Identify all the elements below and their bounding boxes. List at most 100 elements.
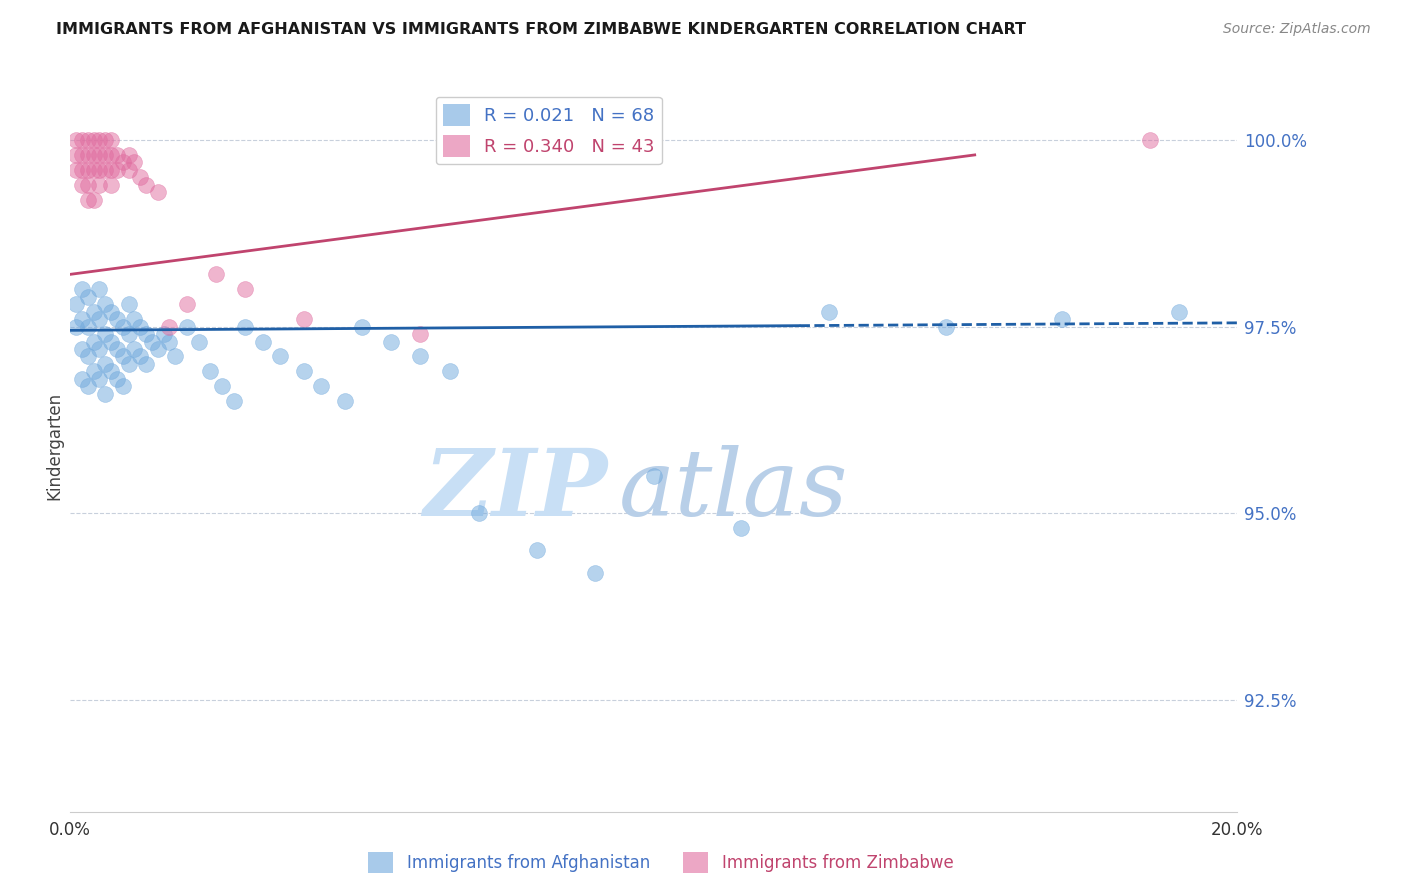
Point: [118, 326, 141, 341]
Point: [585, 566, 607, 580]
Point: [526, 543, 548, 558]
Point: [70, 178, 93, 192]
Point: [83, 162, 105, 177]
Point: [135, 326, 157, 341]
Point: [124, 155, 146, 169]
Point: [70, 372, 93, 386]
Point: [94, 326, 117, 341]
Point: [76, 319, 98, 334]
Point: [152, 326, 174, 341]
Y-axis label: Kindergarten: Kindergarten: [45, 392, 63, 500]
Point: [94, 133, 117, 147]
Point: [100, 178, 122, 192]
Point: [1139, 133, 1161, 147]
Point: [70, 312, 93, 326]
Point: [76, 148, 98, 162]
Point: [100, 148, 122, 162]
Point: [146, 342, 169, 356]
Point: [124, 312, 146, 326]
Point: [187, 334, 209, 349]
Legend: Immigrants from Afghanistan, Immigrants from Zimbabwe: Immigrants from Afghanistan, Immigrants …: [361, 846, 960, 880]
Point: [70, 162, 93, 177]
Point: [100, 162, 122, 177]
Point: [83, 334, 105, 349]
Point: [100, 364, 122, 378]
Text: IMMIGRANTS FROM AFGHANISTAN VS IMMIGRANTS FROM ZIMBABWE KINDERGARTEN CORRELATION: IMMIGRANTS FROM AFGHANISTAN VS IMMIGRANT…: [56, 22, 1026, 37]
Point: [65, 297, 87, 311]
Point: [65, 133, 87, 147]
Point: [105, 372, 128, 386]
Point: [83, 304, 105, 318]
Point: [292, 364, 315, 378]
Point: [89, 282, 111, 296]
Point: [89, 372, 111, 386]
Point: [83, 193, 105, 207]
Point: [135, 178, 157, 192]
Point: [269, 350, 291, 364]
Point: [211, 379, 233, 393]
Point: [76, 379, 98, 393]
Point: [89, 312, 111, 326]
Point: [176, 297, 198, 311]
Point: [94, 357, 117, 371]
Text: Source: ZipAtlas.com: Source: ZipAtlas.com: [1223, 22, 1371, 37]
Point: [70, 342, 93, 356]
Point: [83, 133, 105, 147]
Point: [94, 162, 117, 177]
Point: [176, 319, 198, 334]
Point: [100, 304, 122, 318]
Point: [468, 506, 491, 520]
Point: [409, 350, 432, 364]
Point: [76, 193, 98, 207]
Point: [76, 133, 98, 147]
Point: [83, 364, 105, 378]
Point: [105, 148, 128, 162]
Point: [818, 304, 841, 318]
Point: [89, 342, 111, 356]
Point: [235, 319, 257, 334]
Point: [200, 364, 222, 378]
Point: [76, 162, 98, 177]
Point: [111, 379, 134, 393]
Point: [94, 297, 117, 311]
Point: [76, 290, 98, 304]
Point: [222, 394, 245, 409]
Point: [118, 297, 141, 311]
Point: [159, 334, 181, 349]
Point: [105, 162, 128, 177]
Point: [135, 357, 157, 371]
Legend: R = 0.021   N = 68, R = 0.340   N = 43: R = 0.021 N = 68, R = 0.340 N = 43: [436, 96, 662, 164]
Point: [292, 312, 315, 326]
Point: [65, 148, 87, 162]
Point: [111, 155, 134, 169]
Point: [352, 319, 374, 334]
Point: [118, 148, 141, 162]
Point: [65, 319, 87, 334]
Text: atlas: atlas: [619, 445, 848, 535]
Point: [89, 162, 111, 177]
Point: [105, 342, 128, 356]
Point: [111, 350, 134, 364]
Point: [1052, 312, 1074, 326]
Point: [118, 357, 141, 371]
Point: [141, 334, 163, 349]
Point: [730, 521, 752, 535]
Point: [89, 148, 111, 162]
Point: [76, 178, 98, 192]
Point: [129, 170, 152, 185]
Point: [94, 386, 117, 401]
Point: [159, 319, 181, 334]
Point: [70, 148, 93, 162]
Point: [89, 133, 111, 147]
Point: [333, 394, 356, 409]
Point: [100, 133, 122, 147]
Point: [1168, 304, 1191, 318]
Point: [380, 334, 402, 349]
Point: [94, 148, 117, 162]
Point: [118, 162, 141, 177]
Point: [70, 282, 93, 296]
Point: [235, 282, 257, 296]
Point: [100, 334, 122, 349]
Point: [129, 350, 152, 364]
Point: [89, 178, 111, 192]
